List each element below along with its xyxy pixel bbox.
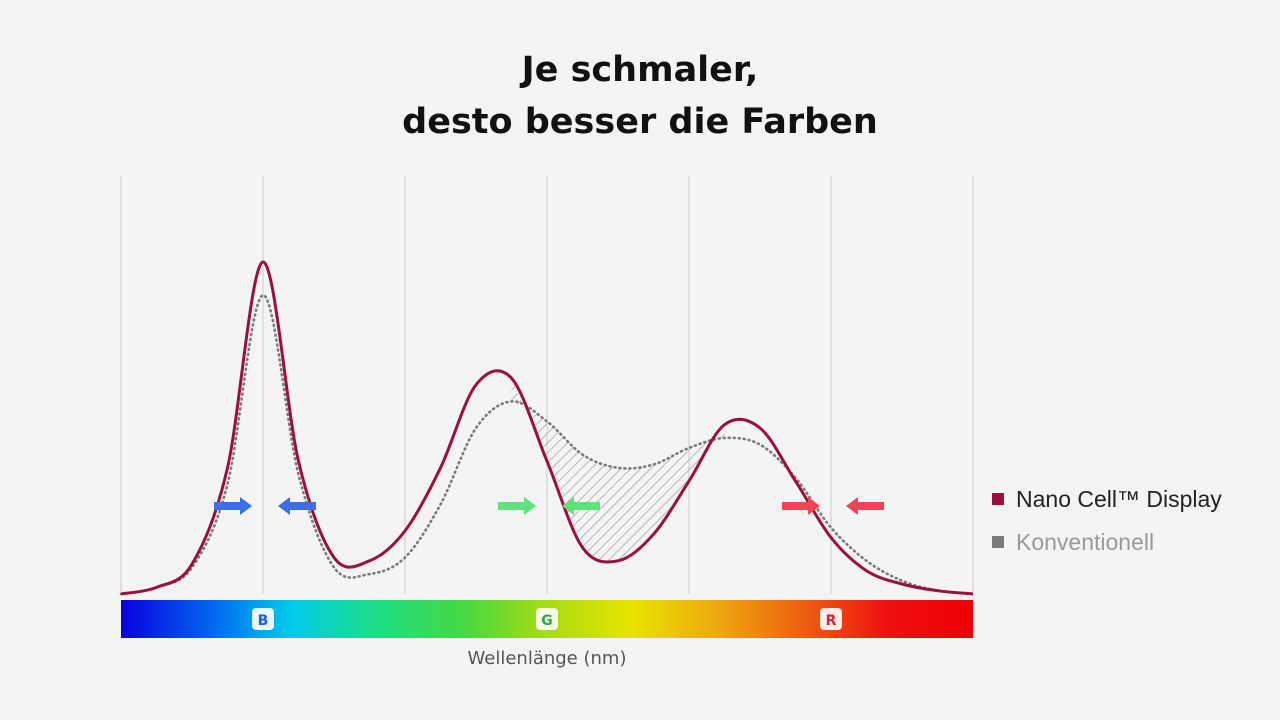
band-label-b: B bbox=[258, 613, 269, 629]
band-badge bbox=[820, 608, 842, 630]
legend-swatch-nanocell bbox=[992, 493, 1004, 505]
arrow-right-icon bbox=[782, 497, 820, 515]
arrow-left-icon bbox=[278, 497, 316, 515]
grid-lines bbox=[120, 176, 974, 594]
arrow-left-icon bbox=[846, 497, 884, 515]
series-line-konventionell bbox=[119, 293, 975, 596]
arrow-markers bbox=[214, 497, 884, 515]
legend-item-konventionell: Konventionell bbox=[992, 525, 1222, 559]
series-line-nanocell bbox=[120, 260, 974, 596]
legend-label-konventionell: Konventionell bbox=[1016, 528, 1155, 555]
arrow-right-icon bbox=[498, 497, 536, 515]
series-lines bbox=[119, 260, 975, 596]
chart-title: Je schmaler, desto besser die Farben bbox=[0, 44, 1280, 148]
arrow-right-icon bbox=[214, 497, 252, 515]
band-label-g: G bbox=[541, 613, 553, 629]
title-line-2: desto besser die Farben bbox=[402, 102, 878, 142]
x-axis-label: Wellenlänge (nm) bbox=[467, 648, 627, 669]
legend-label-nanocell: Nano Cell™ Display bbox=[1016, 485, 1222, 512]
hatched-area bbox=[511, 378, 725, 563]
legend-swatch-konventionell bbox=[992, 536, 1004, 548]
band-badge bbox=[252, 608, 274, 630]
hatched-gap-area bbox=[511, 378, 725, 563]
title-line-1: Je schmaler, bbox=[521, 50, 759, 90]
band-label-r: R bbox=[826, 613, 837, 629]
arrow-left-icon bbox=[562, 497, 600, 515]
legend-item-nanocell: Nano Cell™ Display bbox=[992, 482, 1222, 516]
band-badge bbox=[536, 608, 558, 630]
legend: Nano Cell™ Display Konventionell bbox=[992, 482, 1222, 568]
